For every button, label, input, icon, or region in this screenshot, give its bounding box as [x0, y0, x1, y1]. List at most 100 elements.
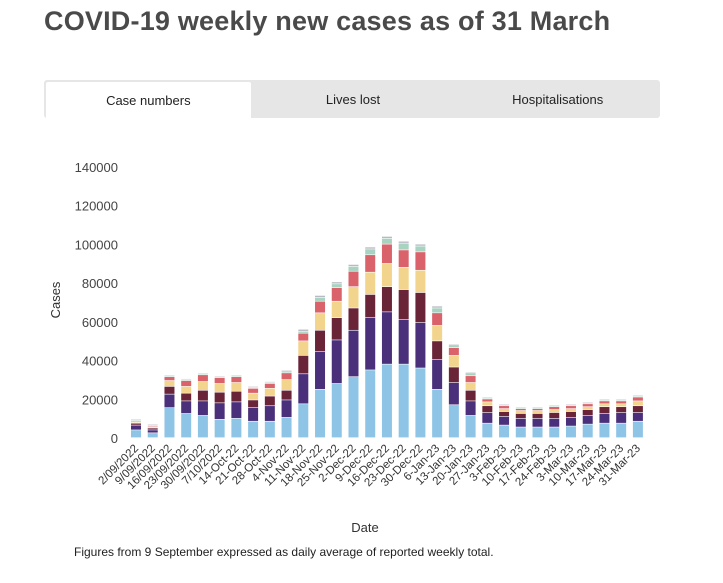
bar-segment	[381, 364, 392, 438]
bar-segment	[214, 392, 225, 403]
bar-segment	[549, 412, 560, 419]
bar-segment	[599, 423, 610, 438]
bar-segment	[315, 295, 326, 298]
bar-segment	[214, 383, 225, 392]
bar-segment	[331, 287, 342, 301]
bar-segment	[515, 427, 526, 438]
bar-segment	[565, 426, 576, 438]
bar-segment	[448, 347, 459, 356]
bar-segment	[616, 412, 627, 423]
bar-segment	[348, 330, 359, 377]
bar-segment	[348, 264, 359, 267]
bar-segment	[415, 292, 426, 323]
bar-segment	[264, 421, 275, 438]
bar-segment	[197, 381, 208, 390]
bar-segment	[632, 401, 643, 406]
bar-segment	[281, 417, 292, 438]
bar-segment	[164, 377, 175, 381]
bar-segment	[565, 408, 576, 412]
bar-segment	[365, 255, 376, 272]
y-tick-label: 40000	[82, 354, 118, 369]
bar-segment	[181, 380, 192, 387]
bar-segment	[499, 406, 510, 409]
bar-segment	[131, 425, 141, 430]
bar-segment	[616, 401, 627, 404]
bar-segment	[448, 345, 459, 348]
bar-segment	[298, 331, 309, 333]
bar-segment	[599, 404, 610, 407]
bar-segment	[632, 412, 643, 421]
bar-segment	[197, 375, 208, 382]
bar-segment	[248, 407, 259, 421]
bar-segment	[381, 244, 392, 264]
y-tick-label: 100000	[75, 237, 118, 252]
bar-segment	[532, 410, 543, 414]
bar-segment	[599, 401, 610, 404]
tab-lives-lost[interactable]: Lives lost	[325, 91, 381, 107]
bar-segment	[264, 383, 275, 389]
footnote: Figures from 9 September expressed as da…	[74, 545, 494, 559]
bar-segment	[281, 379, 292, 390]
bar-segment	[381, 263, 392, 287]
bar-segment	[499, 425, 510, 438]
y-tick-label: 60000	[82, 315, 118, 330]
bar-segment	[616, 423, 627, 438]
bar-segment	[147, 428, 158, 430]
bar-segment	[331, 282, 342, 284]
bar-segment	[248, 400, 259, 408]
bar-segment	[315, 351, 326, 390]
bar-segment	[465, 373, 476, 376]
bar-segment	[415, 252, 426, 270]
bar-segment	[348, 287, 359, 308]
y-tick-label: 140000	[75, 160, 118, 175]
y-tick-label: 0	[111, 431, 118, 446]
bar-segment	[448, 405, 459, 438]
bar-segment	[549, 427, 560, 438]
bar-segment	[197, 390, 208, 401]
tab-hospitalisations[interactable]: Hospitalisations	[512, 91, 604, 107]
bar-segment	[264, 396, 275, 406]
bar-segment	[315, 297, 326, 301]
chart-title: COVID-19 weekly new cases as of 31 March	[44, 6, 611, 36]
bar-segment	[448, 382, 459, 405]
y-tick-label: 120000	[75, 199, 118, 214]
bar-segment	[147, 430, 158, 433]
bar-segment	[264, 406, 275, 421]
bar-segment	[415, 322, 426, 368]
bar-segment	[565, 417, 576, 426]
y-axis-title: Cases	[48, 281, 63, 318]
bar-segment	[348, 308, 359, 330]
bar-segment	[432, 325, 443, 341]
bar-segment	[499, 408, 510, 412]
bar-segment	[214, 377, 225, 384]
bar-segment	[281, 400, 292, 418]
bar-segment	[465, 376, 476, 383]
bar-segment	[616, 407, 627, 413]
bar-segment	[565, 411, 576, 418]
bar-segment	[398, 319, 409, 364]
bar-segment	[131, 430, 141, 438]
bar-segment	[582, 415, 593, 424]
x-axis-title: Date	[351, 520, 378, 535]
bar-segment	[448, 367, 459, 383]
bar-segment	[231, 391, 242, 402]
bar-segment	[398, 364, 409, 438]
bar-segment	[599, 407, 610, 414]
bar-segment	[432, 341, 443, 360]
bar-segment	[432, 389, 443, 438]
bar-segment	[147, 433, 158, 438]
tab-case-numbers[interactable]: Case numbers	[46, 82, 251, 118]
bar-segment	[365, 247, 376, 249]
bar-segment	[582, 424, 593, 438]
bar-segment	[381, 287, 392, 312]
bar-segment	[231, 402, 242, 419]
bar-segment	[164, 386, 175, 394]
bar-segment	[231, 418, 242, 438]
bar-segment	[515, 413, 526, 419]
bar-segment	[214, 419, 225, 438]
bar-segment	[348, 266, 359, 271]
bar-segment	[281, 390, 292, 400]
bar-segment	[582, 404, 593, 407]
bar-segment	[298, 374, 309, 404]
bar-segment	[164, 394, 175, 408]
